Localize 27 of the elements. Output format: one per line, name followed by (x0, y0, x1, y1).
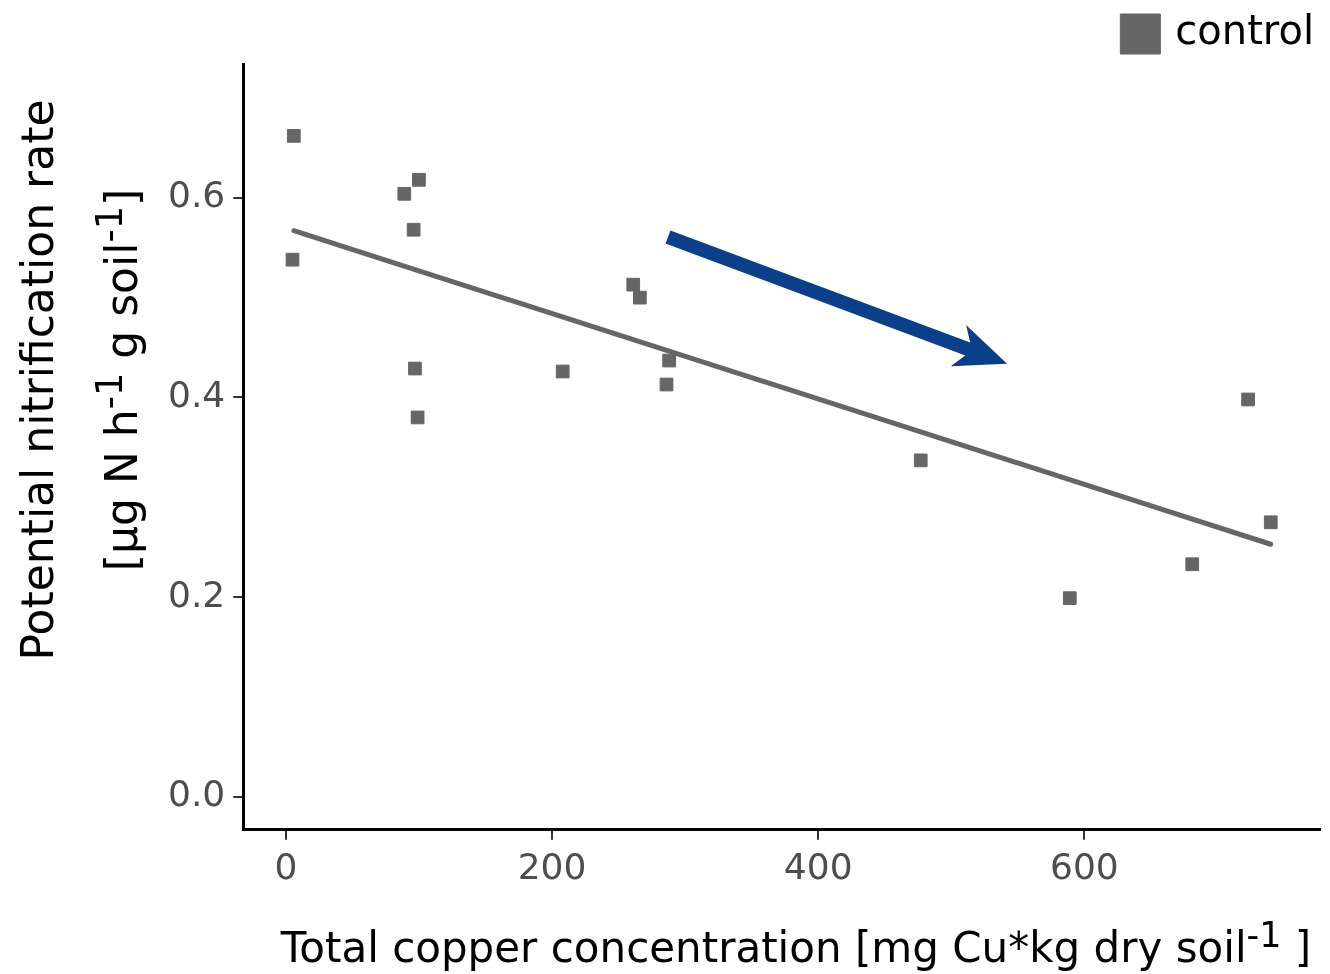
point (1263, 515, 1278, 530)
legend-label: control (1175, 7, 1314, 54)
point (1062, 591, 1077, 606)
y-tick-label: 0.6 (167, 174, 226, 216)
point (913, 453, 928, 468)
point (408, 361, 422, 376)
point (633, 290, 647, 305)
x-axis-title: Total copper concentration [mg Cu*kg dry soil$^{-1}$ ] (279, 915, 1313, 972)
point (286, 129, 301, 143)
point (662, 353, 677, 368)
point (659, 377, 674, 392)
point (397, 186, 412, 201)
x-tick-label: 200 (517, 845, 587, 887)
x-tick-label: 400 (783, 845, 853, 887)
point (1241, 392, 1255, 407)
x-tick-label: 600 (1050, 845, 1119, 887)
point (285, 252, 300, 267)
y-tick-label: 0.0 (167, 773, 226, 815)
point (410, 410, 425, 425)
point (406, 222, 421, 237)
y-tick-label: 0.2 (167, 573, 226, 615)
point (626, 277, 641, 292)
point (412, 172, 426, 187)
point (1185, 557, 1200, 572)
x-tick-label: 0 (274, 845, 298, 887)
point (555, 364, 570, 379)
y-tick-label: 0.4 (167, 373, 226, 415)
